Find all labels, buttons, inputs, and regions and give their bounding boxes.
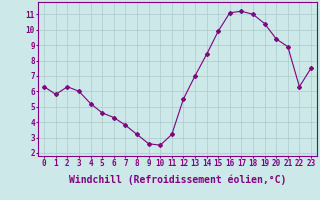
X-axis label: Windchill (Refroidissement éolien,°C): Windchill (Refroidissement éolien,°C) (69, 174, 286, 185)
